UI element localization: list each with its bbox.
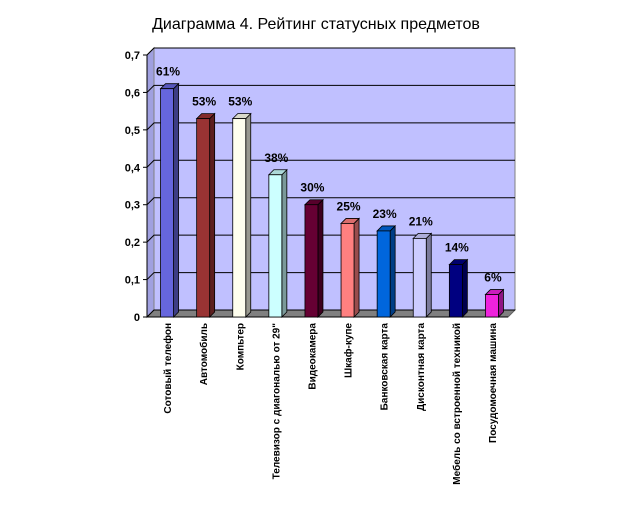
y-axis-ticks: 0 0,1 0,2 0,3 0,4 0,5 0,6 0,7 (125, 50, 141, 324)
category-label: Компьтер (235, 323, 246, 370)
bar (231, 112, 252, 318)
bars (159, 82, 505, 318)
data-label: 53% (228, 95, 252, 109)
bar (376, 224, 397, 318)
y-tick-label: 0,5 (125, 125, 140, 137)
gridline (146, 84, 515, 93)
y-tick-label: 0,7 (125, 50, 140, 62)
data-label: 53% (192, 95, 216, 109)
category-label: Шкаф-купе (343, 323, 355, 378)
data-label: 38% (264, 151, 288, 165)
category-label: Дисконтная карта (416, 323, 427, 411)
category-label: Мебель со встроенной техникой (451, 323, 463, 485)
data-label: 30% (300, 181, 324, 195)
category-label: Автомобиль (198, 323, 210, 385)
category-label: Видеокамера (307, 323, 318, 390)
gridline (146, 197, 515, 206)
data-label: 21% (409, 214, 433, 228)
category-labels: Сотовый телефон Автомобиль Компьтер Телевиз… (162, 323, 499, 485)
y-tick-label: 0 (134, 312, 140, 324)
bar (448, 258, 469, 318)
bar (340, 217, 361, 318)
category-label: Сотовый телефон (162, 323, 174, 414)
y-tick-label: 0,6 (125, 87, 140, 99)
y-tick-label: 0,3 (125, 200, 140, 212)
data-label: 61% (156, 65, 180, 79)
bar (195, 112, 216, 318)
data-labels: 61% 53% 53% 38% 30% 25% 23% 21% 14% 6% (156, 65, 502, 285)
category-label: Телевизор с диагональю от 29" (271, 323, 282, 480)
bar (412, 232, 433, 318)
bar (303, 198, 324, 318)
bar (267, 168, 288, 318)
gridlines (143, 47, 515, 318)
y-tick-label: 0,2 (125, 237, 140, 249)
category-label: Банковская карта (380, 323, 391, 411)
data-label: 23% (373, 207, 397, 221)
category-label: Посудомоечная машина (488, 323, 499, 443)
gridline (146, 159, 515, 168)
bar (484, 288, 505, 318)
data-label: 14% (445, 241, 469, 255)
y-tick-label: 0,4 (125, 162, 141, 174)
bar (159, 82, 180, 318)
y-tick-label: 0,1 (125, 275, 140, 287)
gridline (146, 47, 515, 56)
data-label: 25% (337, 199, 361, 213)
gridline (146, 122, 515, 131)
data-label: 6% (484, 271, 502, 285)
chart-title: Диаграмма 4. Рейтинг статусных предметов (152, 16, 480, 33)
